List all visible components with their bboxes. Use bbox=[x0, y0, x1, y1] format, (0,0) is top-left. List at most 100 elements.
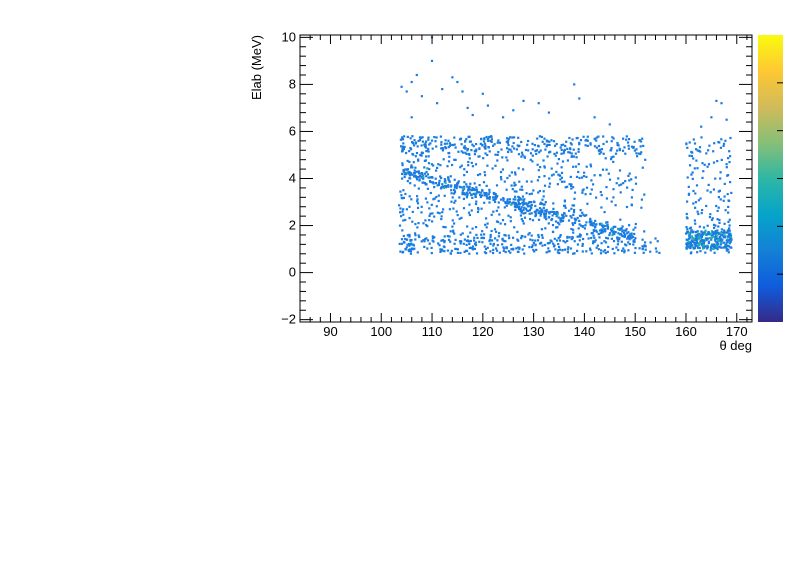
data-point bbox=[433, 136, 436, 139]
data-point bbox=[701, 176, 704, 179]
data-point bbox=[628, 138, 631, 141]
data-point bbox=[621, 230, 624, 233]
data-point bbox=[725, 247, 728, 250]
data-point bbox=[573, 83, 576, 86]
data-point bbox=[507, 214, 510, 217]
data-point bbox=[425, 155, 428, 158]
data-point bbox=[595, 146, 598, 149]
data-point bbox=[555, 215, 558, 218]
data-point bbox=[490, 135, 493, 138]
data-point bbox=[505, 188, 508, 191]
data-point bbox=[540, 228, 543, 231]
data-point bbox=[581, 191, 584, 194]
data-point bbox=[548, 143, 551, 147]
data-point bbox=[578, 141, 581, 144]
data-point bbox=[472, 145, 475, 148]
data-point bbox=[700, 235, 704, 239]
data-point bbox=[692, 202, 695, 205]
data-point bbox=[486, 196, 489, 199]
data-point bbox=[426, 187, 429, 190]
data-point bbox=[485, 217, 488, 220]
data-point bbox=[695, 241, 698, 244]
data-point bbox=[440, 185, 443, 189]
data-point bbox=[532, 189, 535, 192]
data-point bbox=[501, 238, 504, 241]
data-point bbox=[617, 232, 620, 235]
data-point bbox=[509, 216, 512, 219]
data-point bbox=[592, 234, 595, 237]
data-point bbox=[511, 188, 514, 191]
data-point bbox=[459, 233, 462, 236]
data-point bbox=[479, 142, 482, 145]
data-point bbox=[719, 171, 722, 174]
data-point bbox=[720, 239, 723, 243]
data-point bbox=[607, 245, 610, 248]
data-point bbox=[451, 196, 454, 199]
data-point bbox=[478, 184, 481, 187]
data-point bbox=[540, 208, 543, 211]
data-point bbox=[514, 195, 517, 198]
data-point bbox=[484, 248, 488, 251]
data-point bbox=[644, 248, 647, 251]
data-point bbox=[632, 228, 635, 231]
data-point bbox=[495, 220, 499, 223]
data-point bbox=[600, 206, 603, 209]
data-point bbox=[538, 207, 542, 210]
data-point bbox=[592, 230, 595, 233]
data-point bbox=[420, 144, 423, 147]
data-point bbox=[726, 231, 729, 234]
data-point bbox=[714, 233, 717, 236]
data-point bbox=[442, 225, 445, 229]
data-point bbox=[423, 172, 426, 175]
data-point bbox=[468, 186, 471, 189]
data-point bbox=[547, 247, 550, 250]
data-point bbox=[504, 240, 507, 243]
data-point bbox=[505, 246, 508, 249]
data-point bbox=[453, 190, 456, 193]
data-point bbox=[570, 216, 573, 219]
data-point bbox=[501, 156, 504, 159]
data-point bbox=[485, 184, 488, 187]
data-point bbox=[401, 197, 404, 200]
data-point bbox=[398, 224, 402, 227]
data-point bbox=[655, 250, 658, 253]
data-point bbox=[543, 142, 546, 146]
data-point bbox=[589, 217, 592, 220]
data-point bbox=[600, 194, 603, 197]
data-point bbox=[494, 196, 497, 199]
data-point bbox=[522, 208, 525, 211]
data-point bbox=[471, 113, 474, 117]
data-point bbox=[598, 152, 601, 155]
data-point bbox=[709, 191, 712, 194]
data-point bbox=[714, 177, 717, 180]
data-point bbox=[717, 196, 720, 199]
data-point bbox=[458, 196, 461, 199]
data-point bbox=[605, 186, 608, 189]
data-point bbox=[699, 242, 702, 245]
data-point bbox=[523, 155, 526, 158]
data-point bbox=[577, 170, 580, 174]
data-point bbox=[410, 116, 413, 119]
data-point bbox=[696, 167, 699, 170]
data-point bbox=[507, 139, 510, 142]
data-point bbox=[715, 245, 719, 248]
data-point bbox=[576, 216, 579, 220]
data-point bbox=[480, 194, 484, 197]
data-point bbox=[612, 137, 615, 140]
data-point bbox=[436, 211, 439, 214]
data-point bbox=[570, 143, 573, 146]
data-point bbox=[482, 181, 486, 184]
data-point bbox=[530, 192, 533, 195]
data-point bbox=[724, 231, 727, 234]
data-point bbox=[448, 180, 451, 183]
data-point bbox=[730, 238, 733, 241]
data-point bbox=[630, 237, 633, 240]
data-point bbox=[484, 152, 487, 155]
data-point bbox=[578, 239, 581, 242]
data-point bbox=[424, 219, 427, 222]
data-point bbox=[543, 209, 546, 212]
data-point bbox=[482, 140, 486, 143]
data-point bbox=[622, 247, 625, 250]
data-point bbox=[476, 191, 479, 194]
data-point bbox=[610, 140, 613, 143]
